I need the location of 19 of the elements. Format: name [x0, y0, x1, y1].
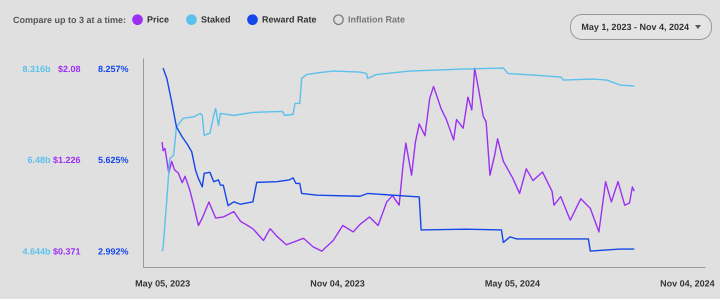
- y2-tick-label: 6.48b: [27, 155, 51, 166]
- x-tick-label: Nov 04, 2023: [310, 278, 365, 288]
- y-tick-label: $2.08: [58, 64, 80, 74]
- x-tick-label: May 05, 2024: [484, 278, 540, 288]
- y2-tick-label: 8.316b: [22, 64, 51, 74]
- y2-tick-label: 4.644b: [22, 246, 51, 257]
- y3-tick-label: 2.992%: [98, 246, 128, 257]
- y3-tick-label: 5.625%: [98, 155, 128, 166]
- y-tick-label: $1.226: [52, 155, 80, 166]
- y3-tick-label: 8.257%: [98, 64, 128, 74]
- legend-title: Compare up to 3 at a time:: [13, 15, 126, 25]
- legend-label: Price: [147, 14, 170, 25]
- legend-label: Inflation Rate: [348, 14, 406, 25]
- y-tick-label: $0.371: [52, 246, 80, 257]
- legend-label: Reward Rate: [262, 14, 317, 25]
- x-tick-label: Nov 04, 2024: [660, 278, 715, 288]
- x-tick-label: May 05, 2023: [135, 278, 190, 288]
- text: May 1, 2023 - Nov 4, 2024: [581, 22, 689, 32]
- legend-label: Staked: [201, 14, 231, 25]
